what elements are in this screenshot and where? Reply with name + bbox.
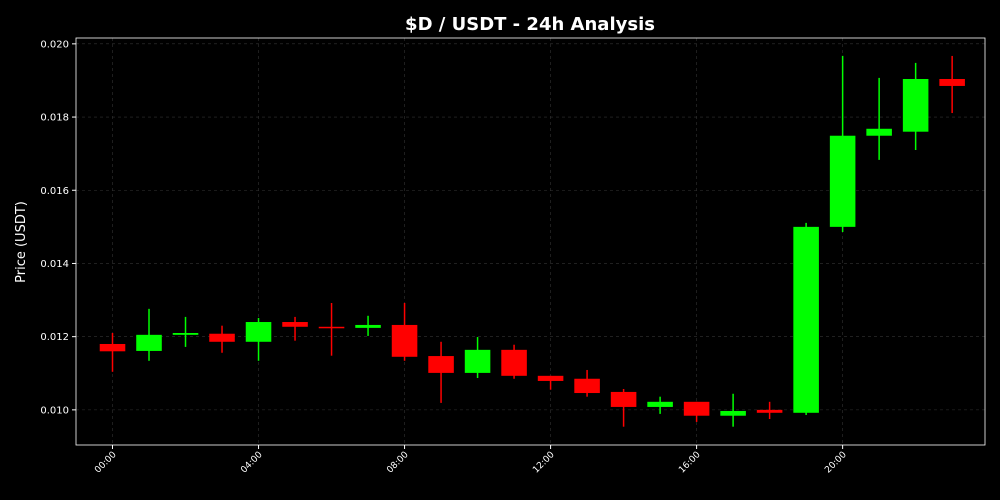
candle-body (282, 322, 308, 327)
candle-body (355, 324, 381, 328)
y-tick-label: 0.010 (40, 405, 69, 416)
candle-body (939, 78, 965, 86)
candle-body (610, 391, 637, 407)
chart-title: $D / USDT - 24h Analysis (405, 14, 655, 35)
candle-body (99, 343, 126, 352)
candle-body (537, 375, 564, 381)
candle-body (756, 409, 783, 413)
candle-body (464, 349, 491, 373)
candle-body (172, 333, 199, 335)
candle-body (209, 333, 235, 342)
candle-body (428, 356, 454, 373)
candle-body (391, 324, 418, 357)
candle-body (902, 78, 929, 132)
y-tick-label: 0.018 (40, 113, 69, 124)
plot-frame (75, 37, 986, 446)
candle-body (318, 326, 345, 329)
y-tick-label: 0.012 (40, 332, 69, 343)
y-axis-label: Price (USDT) (14, 201, 29, 283)
candle-body (793, 226, 819, 413)
candle-body (720, 410, 746, 416)
candle-body (683, 401, 710, 416)
candle-body (245, 322, 272, 342)
y-tick-label: 0.014 (40, 259, 69, 270)
candle-body (501, 349, 527, 376)
y-tick-label: 0.016 (40, 186, 69, 197)
candle-body (136, 334, 162, 351)
candle-body (829, 135, 856, 227)
y-tick-label: 0.020 (40, 39, 69, 50)
candle-body (574, 378, 600, 394)
candle-body (647, 401, 673, 407)
candle-body (866, 128, 892, 136)
